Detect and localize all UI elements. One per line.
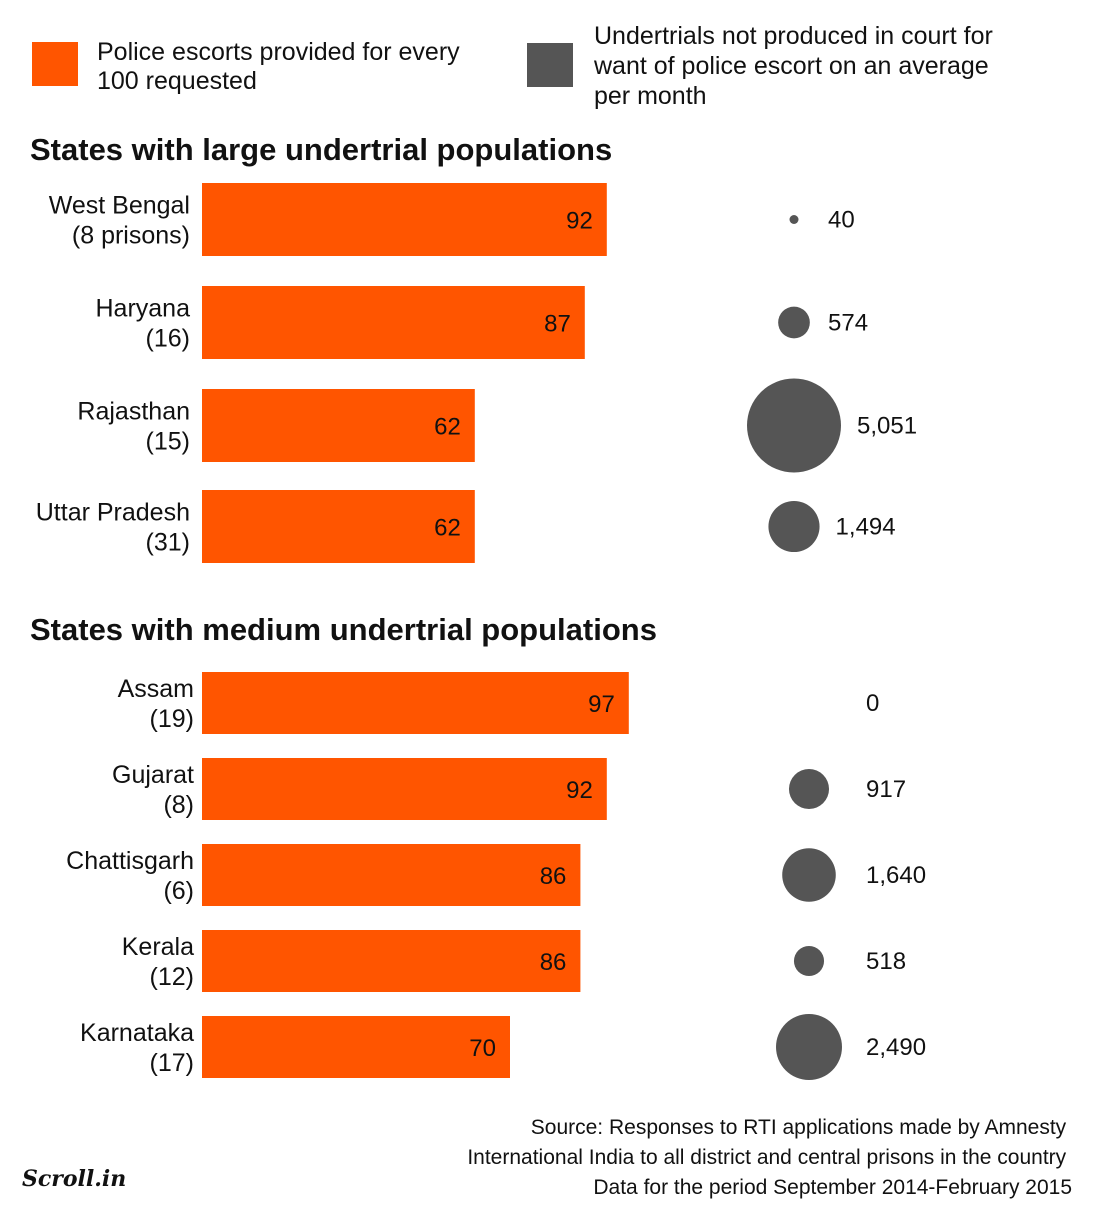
legend: Police escorts provided for every 100 re… bbox=[32, 22, 1000, 110]
category-label-chattisgarh: Chattisgarh (6) bbox=[66, 847, 194, 905]
category-label-west-bengal: West Bengal (8 prisons) bbox=[49, 192, 190, 250]
bubble-value-uttar-pradesh: 1,494 bbox=[836, 514, 896, 541]
bar-assam bbox=[202, 672, 629, 734]
category-label-uttar-pradesh: Uttar Pradesh (31) bbox=[36, 499, 190, 557]
bar-west-bengal bbox=[202, 183, 607, 256]
bubble-haryana bbox=[778, 306, 810, 339]
bar-rajasthan bbox=[202, 389, 475, 462]
bubble-value-haryana: 574 bbox=[828, 310, 868, 337]
bubble-value-chattisgarh: 1,640 bbox=[866, 862, 926, 889]
bubble-karnataka bbox=[776, 1014, 842, 1080]
bar-kerala bbox=[202, 930, 581, 992]
legend-label-undertrials: Undertrials not produced in court for wa… bbox=[593, 22, 1000, 110]
bubble-value-kerala: 518 bbox=[866, 948, 906, 975]
legend-swatch-escorts bbox=[32, 42, 78, 86]
bubble-value-karnataka: 2,490 bbox=[866, 1034, 926, 1061]
section-title-medium: States with medium undertrial population… bbox=[30, 612, 657, 647]
bar-value-chattisgarh: 86 bbox=[540, 863, 567, 890]
bar-value-rajasthan: 62 bbox=[434, 414, 461, 441]
category-label-kerala: Kerala (12) bbox=[122, 933, 194, 991]
scroll-logo: Scroll.in bbox=[22, 1166, 126, 1192]
bubble-value-gujarat: 917 bbox=[866, 776, 906, 803]
legend-swatch-undertrials bbox=[527, 43, 573, 87]
bar-uttar-pradesh bbox=[202, 490, 475, 563]
bubble-gujarat bbox=[788, 768, 830, 810]
category-label-assam: Assam (19) bbox=[118, 675, 194, 733]
bar-value-gujarat: 92 bbox=[566, 777, 593, 804]
section-title-large: States with large undertrial populations bbox=[30, 132, 612, 167]
chart-rows: West Bengal (8 prisons) 92 40 Haryana (16) 87 5… bbox=[36, 183, 926, 1080]
legend-label-escorts: Police escorts provided for every 100 re… bbox=[97, 38, 467, 95]
bubble-uttar-pradesh bbox=[768, 500, 820, 553]
category-label-rajasthan: Rajasthan (15) bbox=[77, 398, 190, 456]
bubble-rajasthan bbox=[747, 378, 841, 473]
source-note: Source: Responses to RTI applications ma… bbox=[467, 1116, 1072, 1199]
bar-value-uttar-pradesh: 62 bbox=[434, 515, 461, 542]
bubble-value-assam: 0 bbox=[866, 690, 879, 717]
bubble-west-bengal bbox=[789, 215, 799, 224]
bar-gujarat bbox=[202, 758, 607, 820]
bar-value-west-bengal: 92 bbox=[566, 208, 593, 235]
bubble-value-rajasthan: 5,051 bbox=[857, 413, 917, 440]
bar-value-haryana: 87 bbox=[544, 311, 571, 338]
bar-value-assam: 97 bbox=[588, 691, 615, 718]
category-label-karnataka: Karnataka (17) bbox=[80, 1019, 194, 1077]
category-label-haryana: Haryana (16) bbox=[96, 295, 191, 353]
bar-chattisgarh bbox=[202, 844, 581, 906]
bar-karnataka bbox=[202, 1016, 510, 1078]
bar-haryana bbox=[202, 286, 585, 359]
bar-value-karnataka: 70 bbox=[469, 1035, 496, 1062]
bubble-kerala bbox=[793, 945, 825, 977]
category-label-gujarat: Gujarat (8) bbox=[112, 761, 194, 819]
bar-value-kerala: 86 bbox=[540, 949, 567, 976]
bubble-value-west-bengal: 40 bbox=[828, 207, 855, 234]
bubble-chattisgarh bbox=[782, 848, 836, 902]
